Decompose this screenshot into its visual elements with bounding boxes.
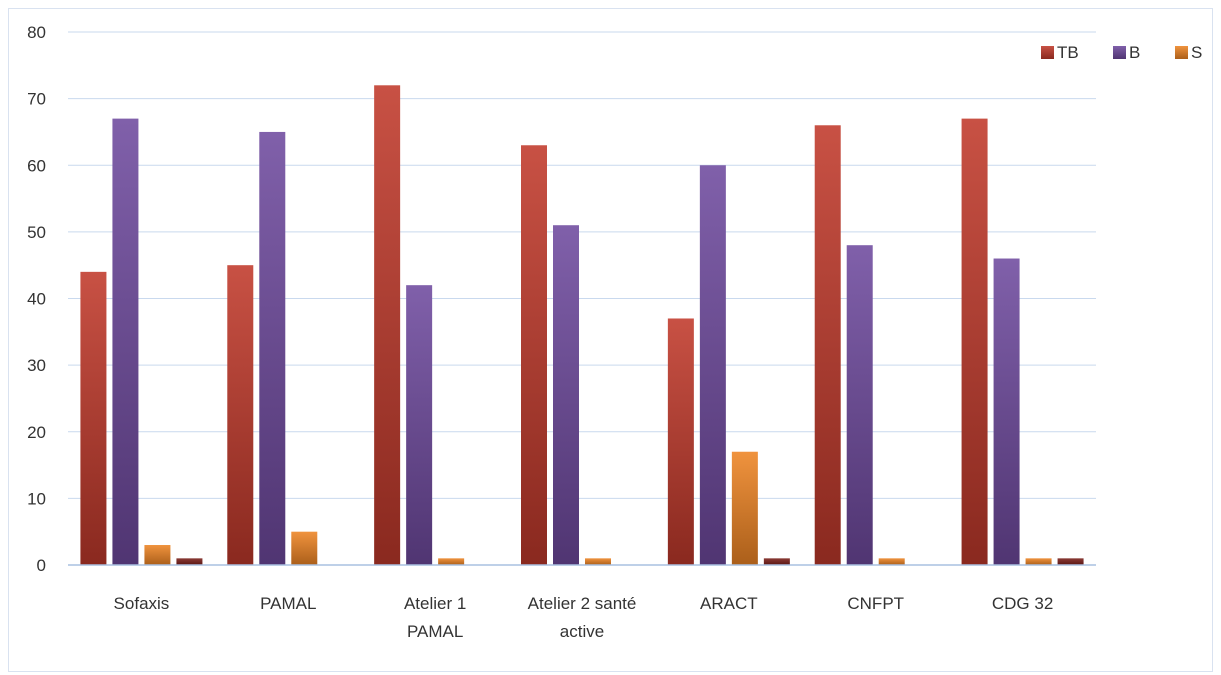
y-tick-label: 10 bbox=[27, 489, 46, 508]
y-tick-label: 20 bbox=[27, 423, 46, 442]
y-tick-label: 70 bbox=[27, 90, 46, 109]
bar-series-4 bbox=[1057, 558, 1084, 565]
bar-tb bbox=[961, 118, 988, 566]
bar-b bbox=[553, 225, 579, 565]
bar-tb bbox=[521, 145, 547, 565]
y-tick-label: 30 bbox=[27, 356, 46, 375]
y-tick-label: 0 bbox=[37, 556, 46, 575]
bar-tb bbox=[80, 271, 107, 565]
legend-swatch-b bbox=[1113, 46, 1126, 59]
bar-tb bbox=[667, 318, 694, 565]
x-tick-label: Atelier 1 PAMAL bbox=[404, 594, 466, 641]
x-tick-label: Sofaxis bbox=[114, 594, 170, 613]
bar-b bbox=[699, 165, 726, 565]
bar-tb bbox=[814, 125, 841, 566]
bar-b bbox=[993, 258, 1020, 565]
y-tick-label: 80 bbox=[27, 23, 46, 42]
x-tick-label: CNFPT bbox=[847, 594, 904, 613]
bar-series-4 bbox=[763, 558, 790, 565]
bar-s bbox=[144, 545, 171, 565]
x-tick-label: CDG 32 bbox=[992, 594, 1053, 613]
legend-label-b: B bbox=[1129, 43, 1140, 62]
bars bbox=[80, 85, 1084, 566]
y-tick-label: 50 bbox=[27, 223, 46, 242]
bar-b bbox=[406, 285, 433, 565]
y-tick-label: 40 bbox=[27, 290, 46, 309]
x-tick-label: PAMAL bbox=[260, 594, 316, 613]
bar-b bbox=[259, 131, 286, 565]
bar-tb bbox=[374, 85, 401, 566]
legend-label-s: S bbox=[1191, 43, 1202, 62]
legend-label-tb: TB bbox=[1057, 43, 1079, 62]
bar-b bbox=[112, 118, 139, 566]
x-tick-label: ARACT bbox=[700, 594, 758, 613]
gridlines bbox=[68, 31, 1096, 499]
y-tick-label: 60 bbox=[27, 156, 46, 175]
bar-s bbox=[1025, 558, 1052, 565]
legend-swatch-tb bbox=[1041, 46, 1054, 59]
bar-s bbox=[438, 558, 465, 565]
bar-s bbox=[585, 558, 611, 565]
legend-swatch-s bbox=[1175, 46, 1188, 59]
legend: TB B S bbox=[1041, 43, 1202, 62]
bar-series-4 bbox=[176, 558, 203, 565]
bar-b bbox=[846, 245, 873, 565]
bar-s bbox=[731, 451, 758, 565]
bar-s bbox=[291, 531, 318, 565]
axes: 0 10 20 30 40 50 60 70 80 Sofaxis PAMAL Atelier 1 PA… bbox=[27, 23, 1096, 641]
x-tick-label: Atelier 2 santé active bbox=[528, 594, 637, 641]
bar-s bbox=[878, 558, 905, 565]
bar-tb bbox=[227, 265, 254, 565]
